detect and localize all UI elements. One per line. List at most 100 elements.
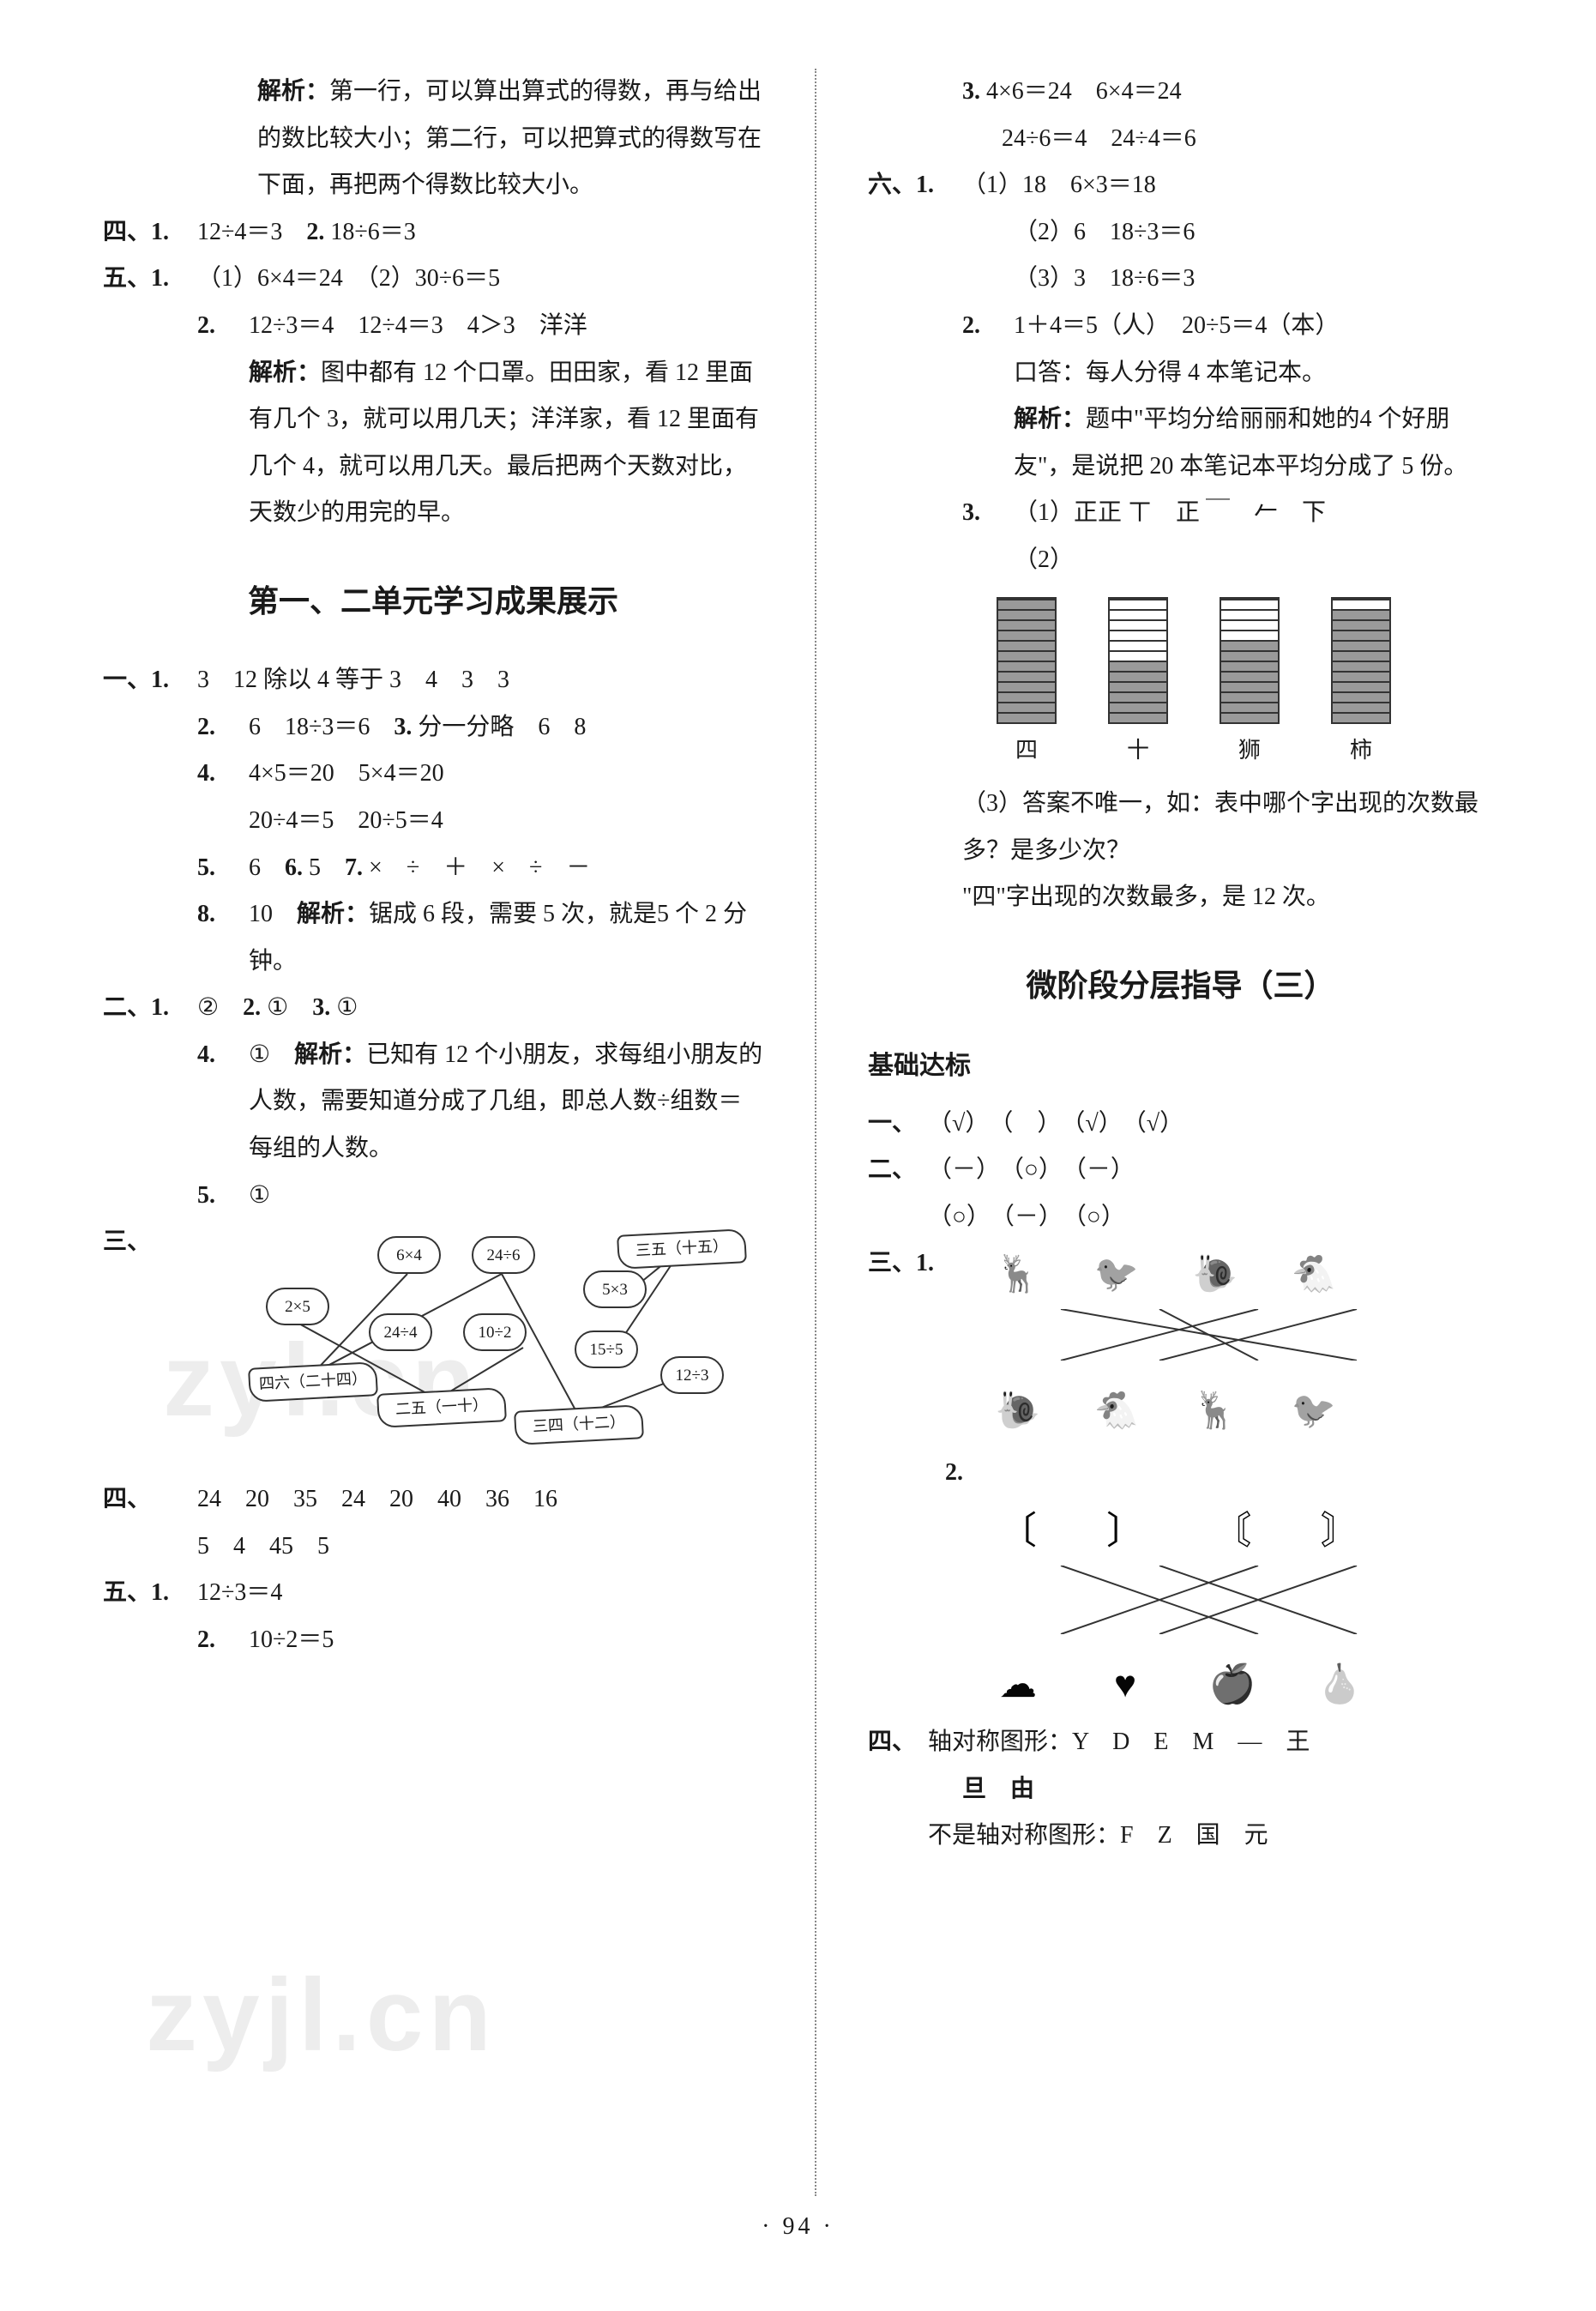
section-body: 🦌🐦🐌🐔 🐌🐔🦌🐦 2. 〔〕〘〙 ☁♥🍎🍐 [945,1240,1493,1719]
item-number: 2. [197,303,249,350]
section-label: 五、1. [103,256,197,537]
section-body: 12÷4＝3 2. 18÷6＝3 [197,209,763,256]
item-number: 2. [306,219,324,245]
subitem: 3. 4×6＝24 6×4＝24 24÷6＝4 24÷4＝6 [868,69,1493,162]
answer-text: 10 解析：锯成 6 段，需要 5 次，就是5 个 2 分钟。 [249,891,763,985]
answer-text: 12÷4＝3 [197,219,282,245]
subitem: 4. ① 解析：已知有 12 个小朋友，求每组小朋友的人数，需要知道分成了几组，… [197,1032,763,1173]
item-number: 4. [197,1032,249,1173]
analysis-block: 解析：图中都有 12 个口罩。田田家，看 12 里面有几个 3，就可以用几天；洋… [197,350,763,537]
shape-row-bottom: ☁♥🍎🍐 [988,1659,1493,1711]
snail-icon: 🐌 [1185,1249,1245,1300]
section-wu2: 五、1. 12÷3＝4 2. 10÷2＝5 [103,1570,763,1663]
heart-icon: ♥ [1095,1659,1155,1711]
subitem: 2. 1＋4＝5（人） 20÷5＝4（本） [962,303,1493,350]
section-label: 二、1. [103,985,197,1219]
item-number: 5. [197,1173,249,1220]
answer-text: 12÷3＝4 [197,1570,763,1617]
expression-cloud: 5×3 [583,1270,647,1308]
section-label: 四、1. [103,209,197,256]
section-label: 五、1. [103,1570,197,1663]
answer-text: 3 12 除以 4 等于 3 4 3 3 [197,657,763,704]
answer-scarf: 四六（二十四） [248,1361,378,1403]
subitem: 2. 12÷3＝4 12÷4＝3 4＞3 洋洋 [197,303,763,350]
item-number: 2. [197,704,249,751]
hen-icon: 🐔 [1284,1249,1344,1300]
answer-text: （1）正正 ㄒ 正 ￣ 𠂉 下 [1014,490,1493,537]
answer-text: "四"字出现的次数最多，是 12 次。 [962,874,1493,921]
answer-text: （√） （ ） （√） （√） [928,1101,1493,1148]
answer-text: （2）6 18÷3＝6 [962,209,1493,256]
expression-cloud: 2×5 [266,1288,329,1325]
analysis-label: 解析： [1014,406,1086,432]
bar-label: 四 [1015,729,1038,773]
answer-text: 18÷6＝3 [330,219,415,245]
section-label: 一、 [868,1101,928,1148]
answer-text: 旦 由 [928,1766,1493,1813]
answer-text: （3）答案不唯一，如：表中哪个字出现的次数最多？是多少次？ [962,781,1493,874]
page-number: · 94 · [103,2213,1493,2241]
section-si2: 四、 24 20 35 24 20 40 36 16 5 4 45 5 [103,1476,763,1570]
gourd-icon: 🍐 [1310,1659,1370,1711]
item-number: 2. [962,303,1014,350]
section-san: 三、 6×424÷62×55×324÷410÷215÷512÷3三五（十五）四六… [103,1219,763,1476]
right-column: 3. 4×6＝24 6×4＝24 24÷6＝4 24÷4＝6 六、1. （1）1… [868,69,1493,2196]
bird-icon: 🐦 [1284,1386,1344,1438]
answer-text: 24 20 35 24 20 40 36 16 [197,1476,763,1524]
subitem: 3. （1）正正 ㄒ 正 ￣ 𠂉 下 [962,490,1493,537]
expression-cloud: 10÷2 [463,1313,527,1351]
analysis-block: 解析：第一行，可以算出算式的得数，再与给出的数比较大小；第二行，可以把算式的得数… [103,69,763,209]
analysis-label: 解析： [249,359,321,386]
item-number: 2. [945,1459,963,1486]
match-lines [988,1309,1417,1361]
item-number: 3. [962,490,1014,537]
bracket-r-icon: 〕 [1095,1505,1155,1557]
section-r-er: 二、 （－） （○） （－） （○） （－） （○） [868,1147,1493,1240]
subitem: 2. 6 18÷3＝6 3. 分一分略 6 8 [197,704,763,751]
bar-label: 狮 [1238,729,1261,773]
answer-text: （3）3 18÷6＝3 [962,256,1493,303]
item-number: 8. [197,891,249,985]
item-number: 4. [197,751,249,798]
answer-text: 口答：每人分得 4 本笔记本。 [962,350,1493,397]
matching-diagram: 6×424÷62×55×324÷410÷215÷512÷3三五（十五）四六（二十… [249,1228,763,1468]
bar-label: 柿 [1350,729,1372,773]
section-body: 轴对称图形：Y D E M — 王 旦 由 不是轴对称图形：F Z 国 元 [928,1719,1493,1860]
subitem: 5. ① [197,1173,763,1220]
section-r-yi: 一、 （√） （ ） （√） （√） [868,1101,1493,1148]
answer-scarf: 三四（十二） [514,1404,644,1445]
section-label: 三、1. [868,1240,945,1719]
answer-scarf: 三五（十五） [617,1228,747,1270]
answer-text: （1）18 6×3＝18 [962,162,1493,209]
section-body: ② 2. ① 3. ① 4. ① 解析：已知有 12 个小朋友，求每组小朋友的人… [197,985,763,1219]
answer-scarf: 二五（一十） [376,1387,507,1428]
bar-column: 四 [997,597,1057,773]
section-body: （1）18 6×3＝18 （2）6 18÷3＝6 （3）3 18÷6＝3 2. … [962,162,1493,921]
section-body: 3 12 除以 4 等于 3 4 3 3 2. 6 18÷3＝6 3. 分一分略… [197,657,763,985]
tally-bar-chart: 四十狮柿 [997,597,1493,773]
section-er: 二、1. ② 2. ① 3. ① 4. ① 解析：已知有 12 个小朋友，求每组… [103,985,763,1219]
subitem: 8. 10 解析：锯成 6 段，需要 5 次，就是5 个 2 分钟。 [197,891,763,985]
bracket-l2-icon: 〘 [1202,1505,1262,1557]
expression-cloud: 12÷3 [660,1356,724,1394]
section-si: 四、1. 12÷4＝3 2. 18÷6＝3 [103,209,763,256]
answer-text: （1）6×4＝24 （2）30÷6＝5 [197,256,763,303]
answer-text: 24÷6＝4 24÷4＝6 [962,116,1493,163]
bar-column: 十 [1108,597,1168,773]
section-body: （－） （○） （－） （○） （－） （○） [928,1147,1493,1240]
subitem: 5. 6 6. 5 7. × ÷ ＋ × ÷ － [197,845,763,892]
subitem: 4. 4×5＝20 5×4＝20 [197,751,763,798]
expression-cloud: 24÷6 [472,1236,535,1274]
section-heading: 微阶段分层指导（三） [868,956,1493,1016]
answer-text: ② 2. ① 3. ① [197,985,763,1032]
answer-text: 12÷3＝4 12÷4＝3 4＞3 洋洋 [249,303,763,350]
item-number: 3. [962,78,980,105]
analysis-text: 第一行，可以算出算式的得数，再与给出的数比较大小；第二行，可以把算式的得数写在下… [257,78,762,198]
answer-text: 6 6. 5 7. × ÷ ＋ × ÷ － [249,845,763,892]
tally-bar [997,597,1057,724]
deer-icon: 🦌 [1185,1386,1245,1438]
cloud-icon: ☁ [988,1659,1048,1711]
answer-text: 20÷4＝5 20÷5＝4 [197,798,763,845]
bar-column: 狮 [1220,597,1280,773]
section-label: 六、1. [868,162,962,921]
